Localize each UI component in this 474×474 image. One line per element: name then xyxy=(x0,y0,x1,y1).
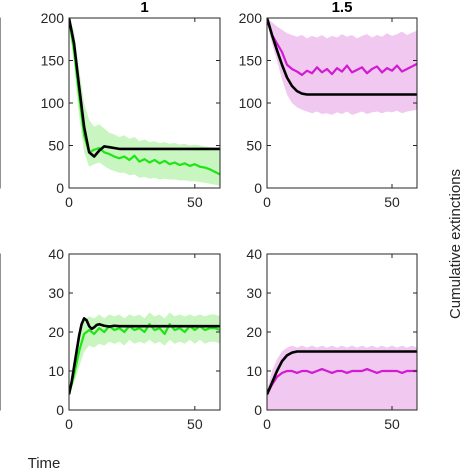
y-tick-label: 40 xyxy=(48,246,64,262)
x-tick-label: 0 xyxy=(263,416,271,432)
model-line xyxy=(267,350,417,395)
simulation-mean-line xyxy=(69,18,220,176)
panel-title: 1 xyxy=(140,0,148,16)
y-tick-label: 0 xyxy=(254,402,262,418)
simulation-mean-line xyxy=(69,323,220,395)
confidence-band xyxy=(69,312,220,395)
confidence-band xyxy=(267,18,417,115)
model-line xyxy=(267,18,417,96)
y-tick-label: 50 xyxy=(246,138,262,154)
simulation-mean-line xyxy=(267,18,417,77)
x-tick-label: 50 xyxy=(384,416,400,432)
x-tick-label: 50 xyxy=(384,194,400,210)
y-tick-label: 200 xyxy=(41,10,65,26)
y-tick-label: 30 xyxy=(48,285,64,301)
y-tick-label: 100 xyxy=(41,95,65,111)
x-tick-label: 50 xyxy=(187,416,203,432)
y-tick-label: 200 xyxy=(239,10,263,26)
plot-area xyxy=(267,345,417,410)
y-tick-label: 100 xyxy=(239,95,263,111)
y-tick-label: 20 xyxy=(246,324,262,340)
confidence-band xyxy=(267,345,417,410)
panel-6: 0 10 20 30 40 0 50 xyxy=(246,246,418,432)
plot-area xyxy=(69,18,220,187)
y-tick-label: 50 xyxy=(48,138,64,154)
simulation-mean-line xyxy=(267,367,417,395)
x-axis-label: Time xyxy=(28,455,61,472)
y-tick-label: 0 xyxy=(56,180,64,196)
x-tick-label: 50 xyxy=(187,194,203,210)
y-tick-label: 150 xyxy=(239,53,263,69)
model-line xyxy=(69,18,220,158)
model-line xyxy=(69,317,220,395)
y-tick-label: 30 xyxy=(246,285,262,301)
plot-area xyxy=(69,312,220,395)
y-tick-label: 10 xyxy=(246,363,262,379)
y-tick-label: 150 xyxy=(41,53,65,69)
panel-2: 0 50 100 150 200 0 50 1 xyxy=(41,0,221,210)
y-tick-label: 40 xyxy=(246,246,262,262)
panel-5: 0 10 20 30 40 0 50 xyxy=(48,246,221,432)
plot-area xyxy=(267,18,417,115)
y-tick-label: 0 xyxy=(254,180,262,196)
x-tick-label: 0 xyxy=(65,416,73,432)
panel-3: 0 50 100 150 200 0 50 1.5 xyxy=(239,0,418,210)
confidence-band xyxy=(69,18,220,187)
panel-title: 1.5 xyxy=(332,0,353,16)
y-tick-label: 10 xyxy=(48,363,64,379)
y-tick-label: 0 xyxy=(56,402,64,418)
y-tick-label: 20 xyxy=(48,324,64,340)
x-tick-label: 0 xyxy=(263,194,271,210)
x-tick-label: 0 xyxy=(65,194,73,210)
right-axis-label: Cumulative extinctions xyxy=(447,169,464,319)
